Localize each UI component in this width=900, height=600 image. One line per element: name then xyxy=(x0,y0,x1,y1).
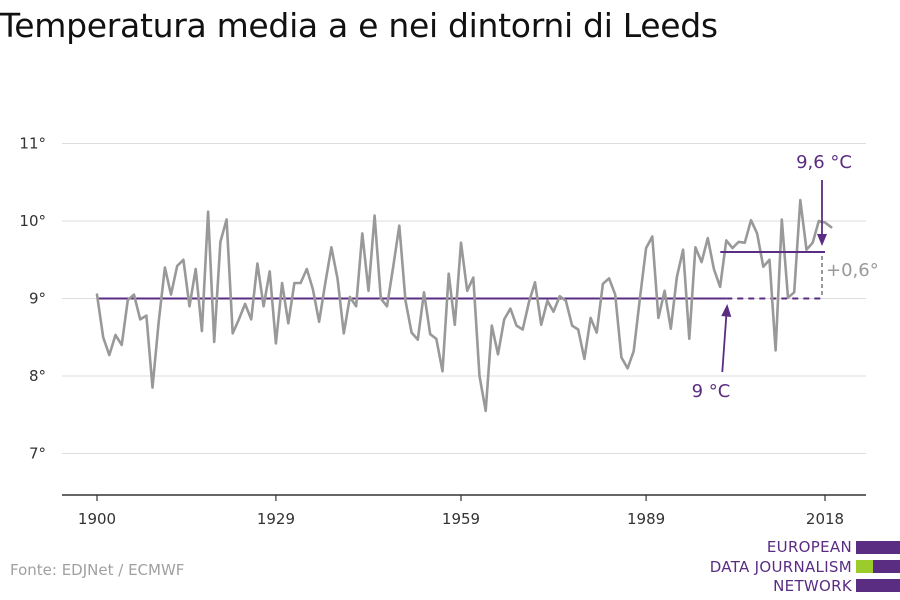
y-tick-label-11: 11° xyxy=(19,135,46,153)
x-tick-label-1989: 1989 xyxy=(627,510,665,528)
arrow-head-upper xyxy=(817,234,827,246)
y-tick-label-7: 7° xyxy=(29,445,46,463)
y-tick-label-10: 10° xyxy=(19,212,46,230)
y-tick-label-9: 9° xyxy=(29,290,46,308)
edjnet-logo: EUROPEAN DATA JOURNALISM NETWORK xyxy=(690,538,900,596)
logo-bar-middle xyxy=(873,560,900,573)
arrow-head-lower xyxy=(721,304,732,317)
source-credit: Fonte: EDJNet / ECMWF xyxy=(10,561,185,579)
x-tick-label-1900: 1900 xyxy=(78,510,116,528)
annotation-difference: +0,6° xyxy=(826,260,879,281)
annotation-recent-mean: 9,6 °C xyxy=(796,152,852,173)
logo-text: EUROPEAN DATA JOURNALISM NETWORK xyxy=(710,538,852,597)
chart-title: Temperatura media a e nei dintorni di Le… xyxy=(0,6,718,45)
x-tick-label-1959: 1959 xyxy=(442,510,480,528)
logo-line-3: NETWORK xyxy=(773,577,852,595)
x-tick-label-1929: 1929 xyxy=(257,510,295,528)
annotation-baseline-mean: 9 °C xyxy=(692,381,731,402)
temperature-series-line xyxy=(95,198,833,413)
logo-line-2: DATA JOURNALISM xyxy=(709,557,852,576)
y-tick-label-8: 8° xyxy=(29,367,46,385)
logo-bar-top xyxy=(856,541,900,554)
logo-line-1: EUROPEAN xyxy=(766,538,852,556)
logo-bar-green xyxy=(856,560,873,573)
x-tick-label-2018: 2018 xyxy=(806,510,844,528)
logo-bar-bottom xyxy=(856,579,900,592)
arrow-shaft-lower xyxy=(721,315,728,373)
